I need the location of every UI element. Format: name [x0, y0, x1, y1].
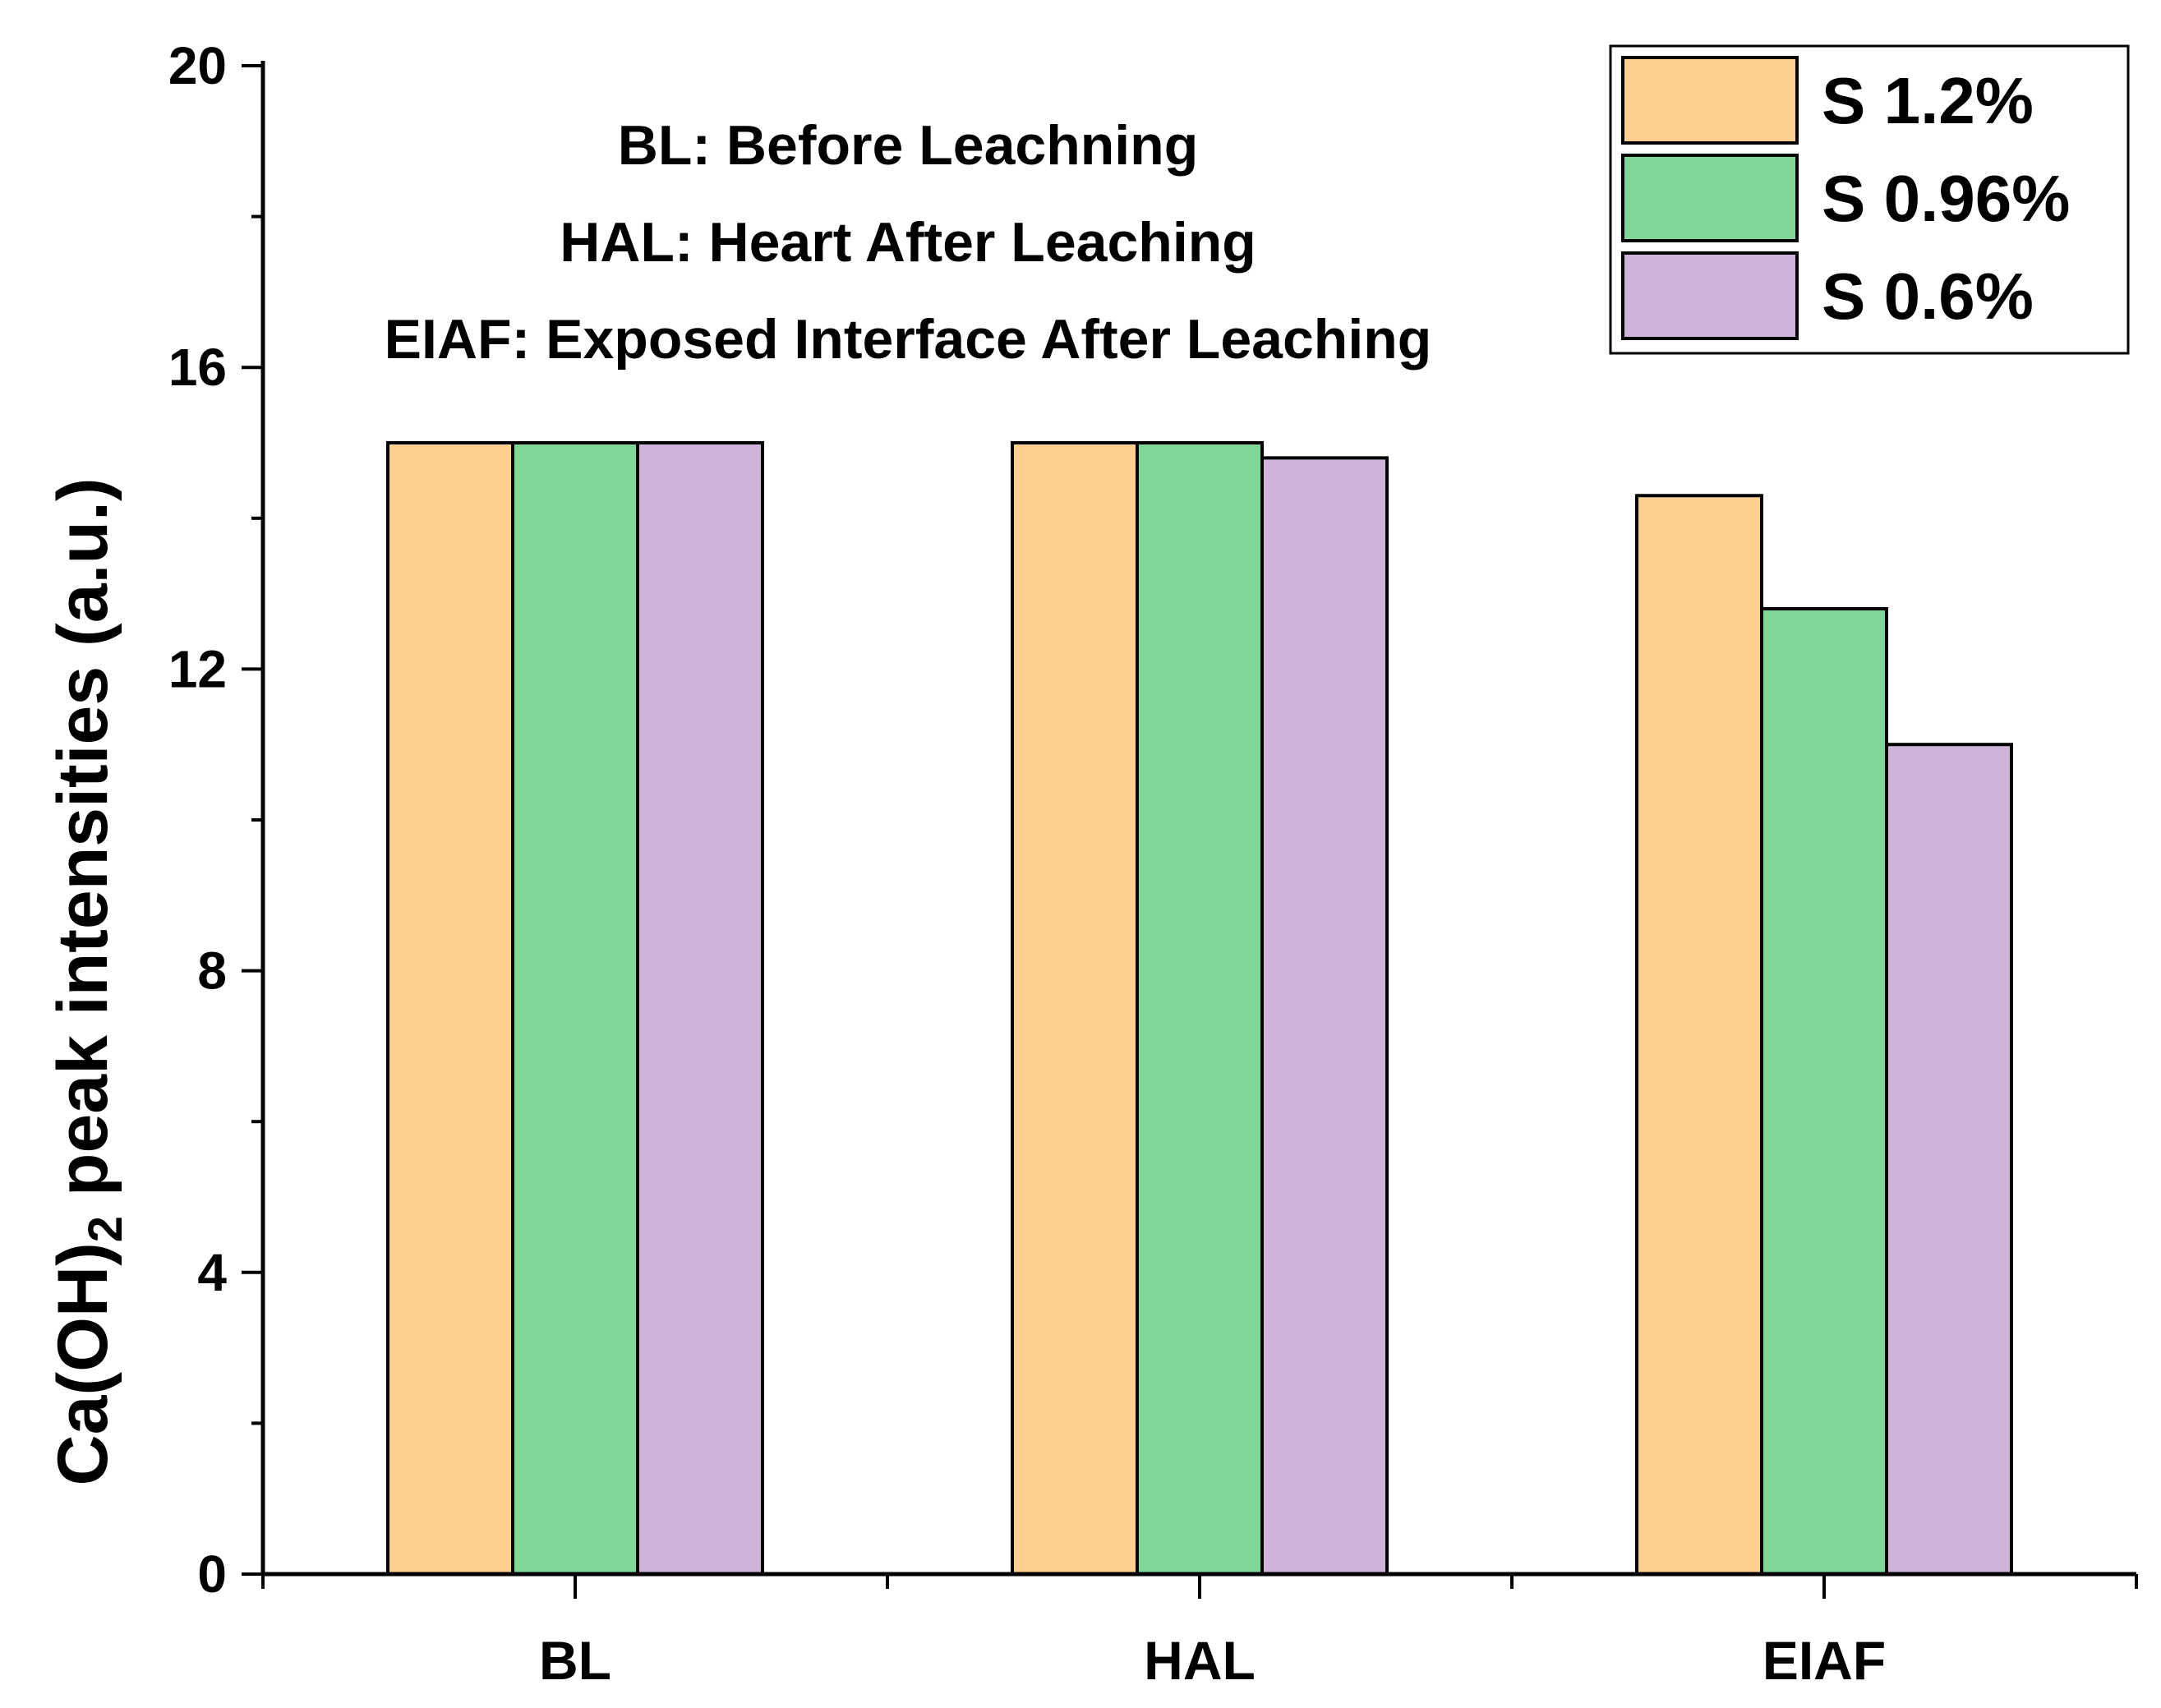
bar-bl-series-1	[386, 441, 514, 1576]
y-tick-label: 12	[168, 639, 227, 698]
bar-bl-series-2	[511, 441, 639, 1576]
x-tick-label-hal: HAL	[1144, 1630, 1256, 1691]
y-tick-label: 0	[197, 1545, 227, 1604]
legend-swatch-2	[1621, 154, 1799, 242]
axes-layer: 0 4 8 12 16 20 BL HAL EIAF	[168, 36, 2138, 1691]
annotation-hal: HAL: Heart After Leaching	[560, 211, 1256, 274]
legend-label-2: S 0.96%	[1822, 162, 2070, 235]
y-tick-label: 8	[197, 941, 227, 1001]
bar-hal-series-2	[1136, 441, 1264, 1576]
bars-layer	[386, 441, 2013, 1577]
y-axis-label: Ca(OH)2 peak intensities (a.u.)	[44, 478, 132, 1486]
bar-hal-series-1	[1011, 441, 1139, 1576]
bar-hal-series-3	[1260, 456, 1389, 1576]
bar-eiaf-series-1	[1635, 494, 1763, 1576]
annotation-block: BL: Before Leachning HAL: Heart After Le…	[385, 114, 1432, 371]
bar-eiaf-series-3	[1885, 743, 2013, 1576]
bar-bl-series-3	[636, 441, 764, 1576]
annotation-eiaf: EIAF: Exposed Interface After Leaching	[385, 308, 1432, 371]
bar-eiaf-series-2	[1760, 606, 1888, 1577]
x-tick-label-bl: BL	[539, 1630, 611, 1691]
legend: S 1.2% S 0.96% S 0.6%	[1609, 44, 2130, 355]
legend-label-1: S 1.2%	[1822, 64, 2034, 137]
x-tick-label-eiaf: EIAF	[1762, 1630, 1886, 1691]
annotation-bl: BL: Before Leachning	[618, 114, 1199, 177]
y-tick-label: 20	[168, 36, 227, 95]
legend-swatch-1	[1621, 56, 1799, 145]
legend-swatch-3	[1621, 251, 1799, 340]
y-tick-label: 16	[168, 338, 227, 397]
y-tick-label: 4	[197, 1243, 227, 1302]
legend-label-3: S 0.6%	[1822, 260, 2034, 333]
